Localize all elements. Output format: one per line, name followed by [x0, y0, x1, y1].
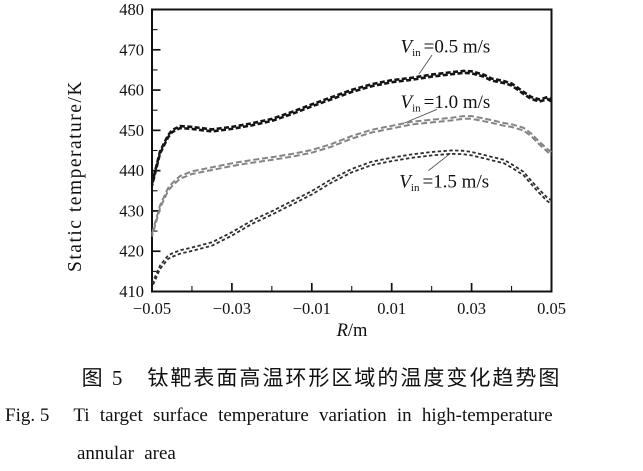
series-curve-1.5 — [151, 149, 552, 285]
y-tick-label: 430 — [119, 201, 144, 220]
series-curve-0.5 — [150, 71, 553, 187]
x-axis-title: R/m — [336, 321, 368, 341]
y-tick-label: 420 — [119, 242, 144, 261]
x-tick-label: −0.05 — [133, 299, 171, 318]
annotation-leader-line — [428, 152, 451, 171]
plot-frame — [151, 8, 553, 293]
y-axis-title: Static temperature/K — [65, 80, 86, 272]
series-curve-1.0 — [151, 117, 553, 237]
x-tick-label: −0.01 — [293, 299, 331, 318]
series-curve-0.5 — [150, 69, 553, 185]
y-tick-label: 440 — [119, 161, 144, 180]
x-tick-label: 0.03 — [457, 299, 486, 318]
x-tick-label: 0.01 — [377, 299, 406, 318]
y-tick-label: 470 — [119, 40, 144, 59]
temperature-chart: 410 420 430 440 450 460 470 480 −0.05 −0.03 −0.01 0… — [65, 0, 566, 341]
x-tick-label: 0.05 — [537, 299, 566, 318]
annotation-leader-line — [418, 54, 433, 75]
caption-english-text: Ti target surface temperature variation … — [73, 405, 553, 426]
x-tick-label: −0.03 — [213, 299, 251, 318]
series-annotation-label: Vin =0.5 m/s — [400, 37, 490, 60]
series-annotation-label: Vin =1.0 m/s — [400, 92, 490, 115]
caption-english-line2: annular area — [77, 443, 176, 464]
caption-chinese: 图 5 钛靶表面高温环形区域的温度变化趋势图 — [81, 366, 562, 390]
caption-fig-number: Fig. 5 — [5, 405, 50, 426]
y-tick-label: 410 — [119, 282, 144, 301]
y-tick-label: 460 — [119, 81, 144, 100]
annotation-leader-line — [403, 108, 438, 124]
y-tick-label: 450 — [119, 121, 144, 140]
caption-english-line1: Fig. 5 Ti target surface temperature vari… — [5, 405, 553, 427]
y-tick-label: 480 — [119, 0, 144, 19]
series-curve-1.5 — [151, 152, 552, 288]
series-curve-1.0 — [151, 115, 553, 235]
series-annotation-label: Vin =1.5 m/s — [399, 172, 489, 195]
